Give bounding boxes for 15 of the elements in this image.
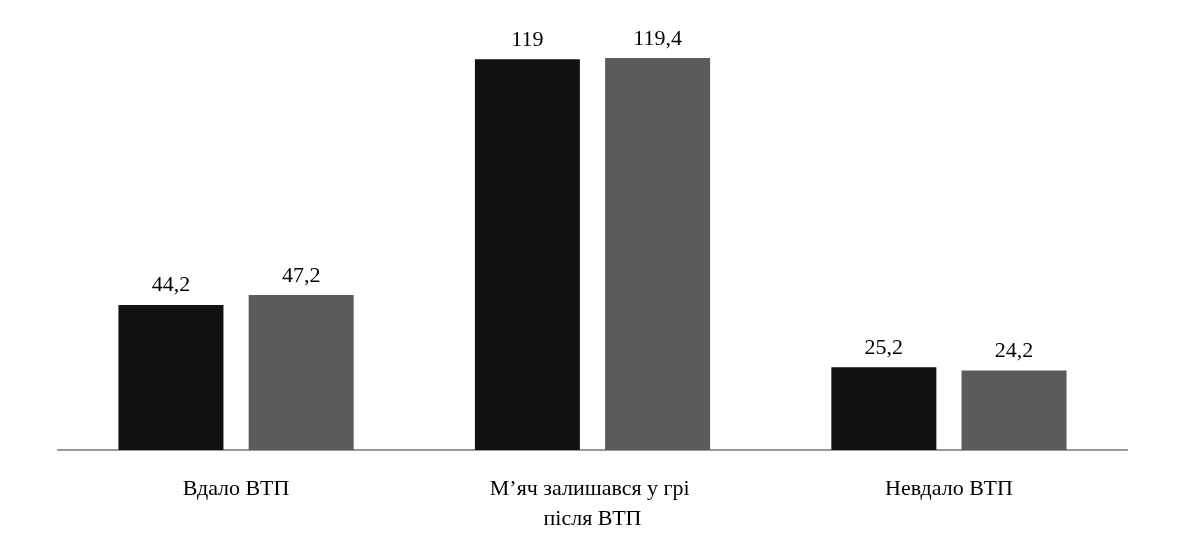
data-label: 24,2: [994, 337, 1034, 363]
bar: [831, 367, 937, 450]
bar: [248, 295, 354, 450]
data-label: 44,2: [151, 271, 191, 297]
data-label: 119: [511, 25, 544, 51]
data-label: 119,4: [633, 24, 682, 50]
x-tick-label: Невдало ВТП: [885, 474, 1013, 500]
bar: [118, 304, 224, 450]
data-label: 47,2: [281, 261, 321, 287]
x-tick-label: М’яч залишався у грі після ВТП: [489, 474, 696, 530]
bar: [474, 59, 580, 450]
bar: [605, 58, 711, 450]
data-label: 25,2: [864, 333, 904, 359]
bar: [961, 370, 1067, 450]
x-tick-label: Вдало ВТП: [182, 474, 290, 500]
